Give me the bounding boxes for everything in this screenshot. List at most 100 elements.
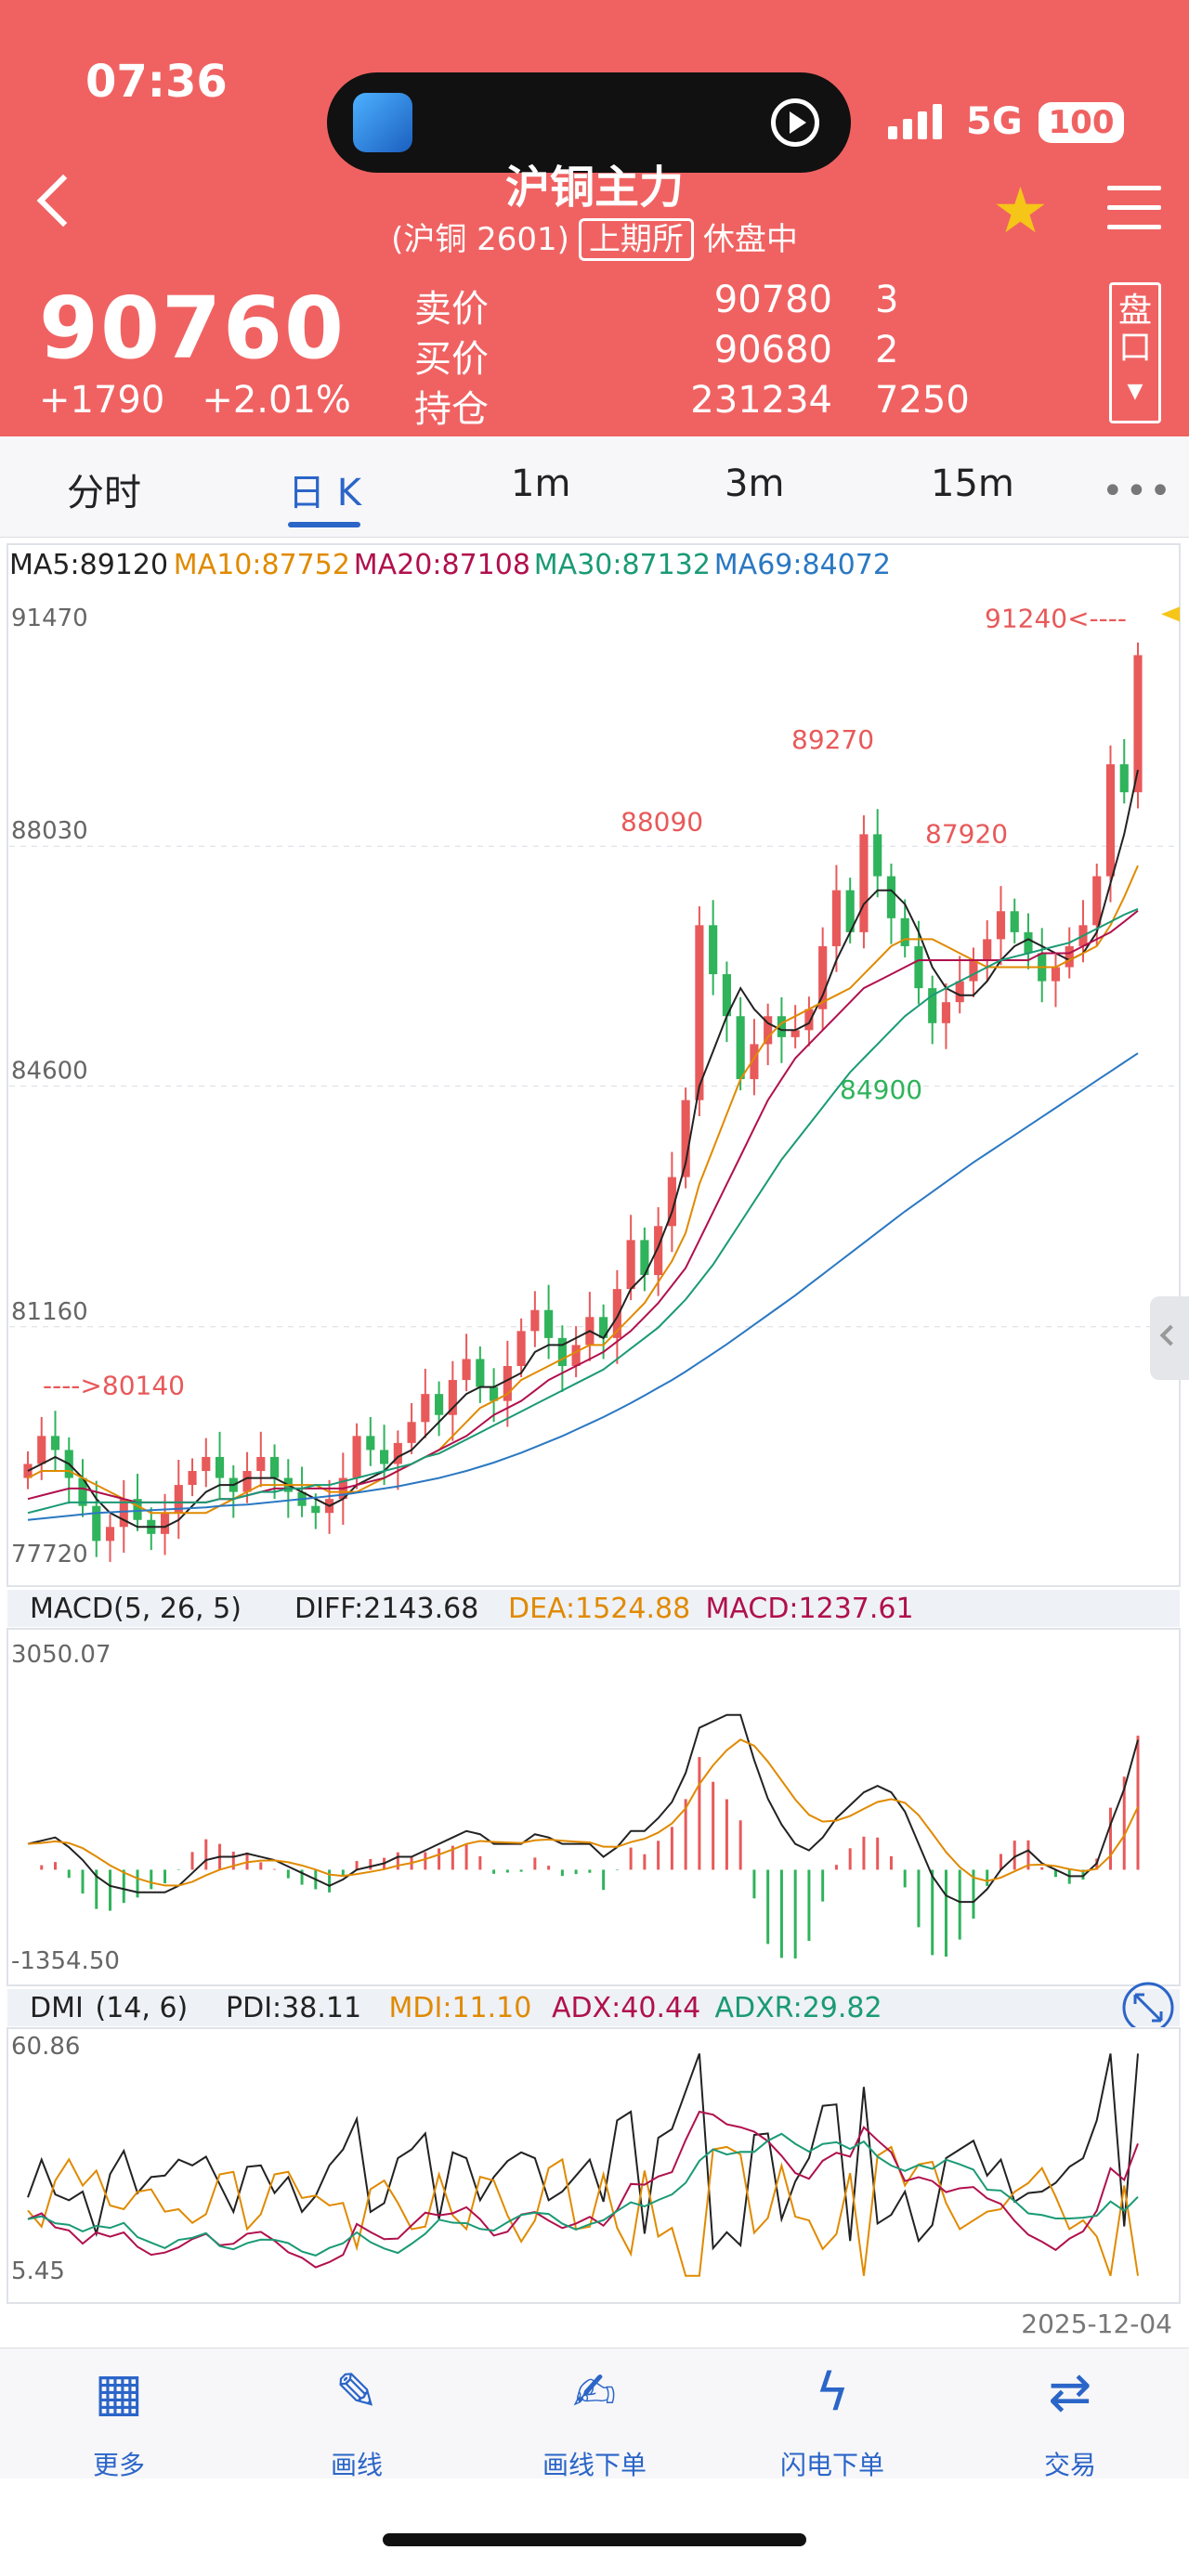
nav-flash-order[interactable]: ϟ 闪电下单 [749,2361,916,2482]
nav-label: 更多 [92,2450,145,2480]
candle-body [818,945,828,1009]
dmi-legend: DMI (14, 6) PDI:38.11 MDI:11.10 ADX:40.44 ADX… [30,1992,882,2024]
ma-line-ma69 [27,1052,1139,1521]
ma-legend-item: MA5:89120 [9,549,168,581]
current-price-marker [1161,606,1180,622]
candle-body [1051,967,1061,982]
candle-body [256,1456,266,1472]
macd-max-label: 3050.07 [11,1641,111,1669]
trade-icon: ⇄ [1048,2362,1092,2423]
tab-1m[interactable]: 1m [511,462,571,505]
nav-draw-order[interactable]: ✍ 画线下单 [511,2361,678,2482]
candle-body [681,1099,690,1177]
candle-body [1105,764,1116,877]
candle-body [50,1436,60,1451]
home-indicator [383,2533,806,2546]
ma-lines [27,769,1139,1529]
dmi-min-label: 5.45 [11,2257,65,2285]
battery-icon: 100 [1039,102,1124,143]
candle-body [983,939,992,961]
candle-body [1133,655,1143,793]
candle-body [654,1226,663,1276]
price-tick: 91470 [11,605,88,632]
macd-legend: MACD (5, 26, 5) DIFF:2143.68 DEA:1524.88 MAC… [30,1593,914,1625]
price-tick: 81160 [11,1298,88,1326]
price-change: +1790 +2.01% [39,379,388,422]
quote-volume: 3 [875,279,899,321]
menu-icon[interactable] [1107,186,1161,244]
status-bar: 07:36 5G 100 [0,43,1189,173]
candle-body [1065,945,1074,968]
candle-body [215,1456,225,1478]
tab-15m[interactable]: 15m [931,462,1014,505]
quote-label: 持仓 [414,388,489,431]
nav-label: 画线 [330,2450,383,2480]
pankou-button[interactable]: 盘口 ▼ [1109,282,1161,423]
candle-body [900,917,909,946]
high-annotation: 91240<---- [985,603,1127,633]
kline-chart[interactable]: MA5:89120 MA10:87752 MA20:87108 MA30:87132 M… [0,537,1189,2348]
candle-body [160,1513,170,1534]
macd-min-label: -1354.50 [11,1947,120,1975]
price-tick: 77720 [11,1541,88,1568]
side-drawer-handle[interactable] [1150,1296,1189,1380]
candle-body [202,1456,211,1472]
price-tick: 88030 [11,817,88,845]
header: 07:36 5G 100 沪铜主力 (沪铜 2601) 上期所 休盘中 ★ 9076… [0,0,1189,436]
candle-body [626,1240,635,1290]
quote-volume: 7250 [875,379,970,422]
tab-fenshi[interactable]: 分时 [67,472,141,514]
candle-body [790,1030,800,1037]
more-tabs-icon[interactable]: ••• [1102,470,1173,513]
chart-annotations: ---->80140 91240<---- 88090 89270 87920 84900 [43,603,1180,1401]
nav-label: 闪电下单 [779,2450,884,2480]
bottom-nav: ▦ 更多 ✎ 画线 ✍ 画线下单 ϟ 闪电下单 ⇄ 交易 [0,2348,1189,2480]
candle-body [269,1456,280,1478]
dynamic-island [327,72,851,173]
candle-body [612,1289,621,1338]
candle-body [777,1016,786,1037]
dmi-legend-item: DMI [30,1992,84,2024]
ma-line-ma30 [27,907,1139,1515]
nav-draw[interactable]: ✎ 画线 [273,2361,440,2482]
candle-body [941,1002,951,1023]
nav-label: 画线下单 [542,2450,647,2480]
macd-chart: 3050.07 -1354.50 [11,1641,1140,1975]
nav-trade[interactable]: ⇄ 交易 [986,2361,1154,2482]
ma-line-ma5 [27,769,1139,1529]
quote-value: 231234 [690,379,832,422]
peak-annotation: 89270 [791,724,874,755]
ma-line-ma10 [27,865,1139,1515]
quote-label: 买价 [414,338,489,381]
ma-legend-item: MA30:87132 [534,549,711,581]
tab-3m[interactable]: 3m [725,462,785,505]
candle-body [709,925,718,975]
candle-body [599,1317,608,1338]
macd-header-bar [7,1590,1180,1627]
candle-body [380,1450,389,1464]
candle-body [1024,931,1033,954]
candle-body [530,1309,540,1332]
candle-body [955,981,964,1003]
change-percent: +2.01% [202,379,351,422]
low-annotation: ---->80140 [43,1371,185,1401]
tab-daily-k[interactable]: 日 K [288,472,361,514]
favorite-star-icon[interactable]: ★ [992,175,1049,248]
play-icon[interactable] [771,98,819,147]
candle-body [845,890,855,932]
candle-body [37,1436,46,1464]
candle-body [311,1505,320,1514]
ma-legend-item: MA10:87752 [174,549,350,581]
peak-annotation: 87920 [925,818,1008,849]
candle-body [476,1359,485,1387]
nav-label: 交易 [1043,2450,1096,2480]
dea-line [27,1738,1139,1887]
signal-icon [888,104,947,139]
price-axis: 91470 88030 84600 81160 77720 [11,605,88,1568]
price-tick: 84600 [11,1058,88,1086]
candle-body [188,1471,197,1486]
contract-subtitle: (沪铜 2601) 上期所 休盘中 [0,214,1189,261]
candle-body [764,1016,773,1045]
ma-legend-item: MA69:84072 [714,549,891,581]
nav-more[interactable]: ▦ 更多 [35,2361,203,2482]
